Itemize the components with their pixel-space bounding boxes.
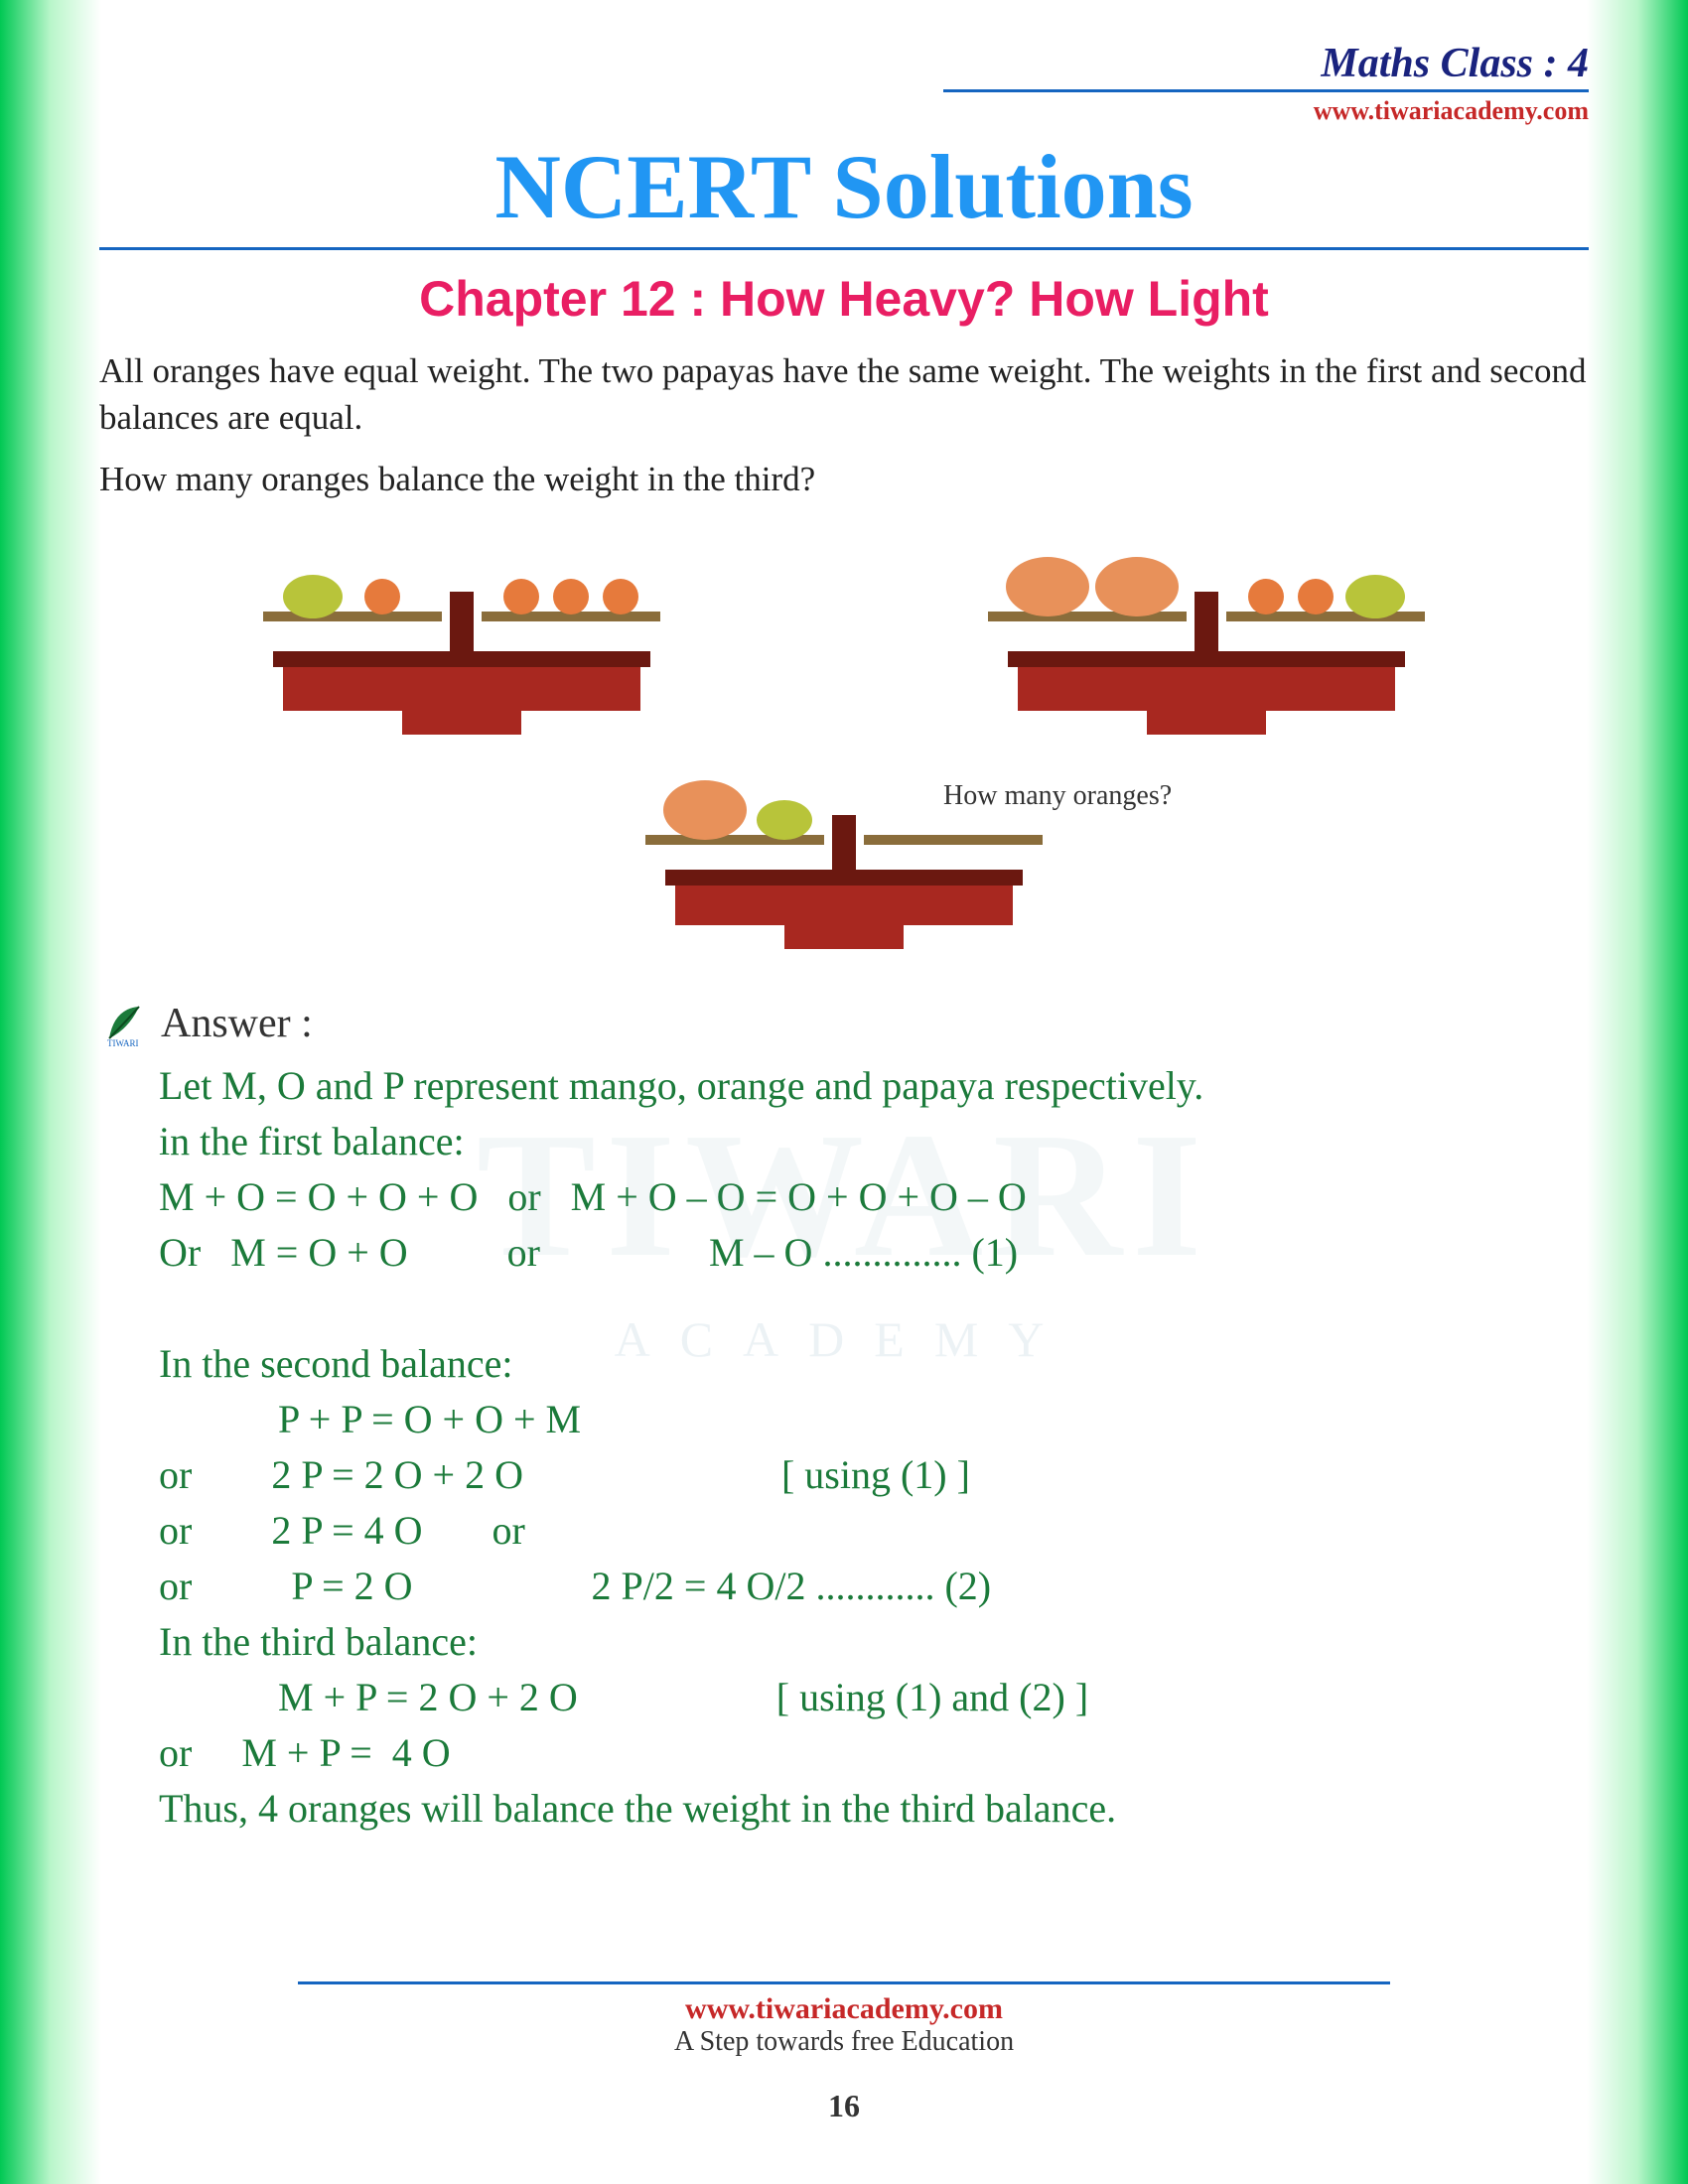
answer-body: Let M, O and P represent mango, orange a…: [159, 1058, 1589, 1837]
footer-url: www.tiwariacademy.com: [0, 1992, 1688, 2026]
question-para-2: How many oranges balance the weight in t…: [99, 456, 1589, 502]
answer-label: Answer :: [161, 1000, 313, 1047]
title-rule: [99, 247, 1589, 250]
leaf-icon: TIWARI: [99, 999, 149, 1048]
balance-1-icon: [204, 522, 720, 741]
answer-header: TIWARI Answer :: [99, 999, 1589, 1048]
class-label: Maths Class : 4: [99, 40, 1589, 87]
footer-tagline: A Step towards free Education: [0, 2026, 1688, 2058]
balance-3-label: How many oranges?: [943, 780, 1172, 812]
main-title: NCERT Solutions: [99, 134, 1589, 239]
footer-rule: [298, 1981, 1390, 1984]
header-url: www.tiwariacademy.com: [943, 89, 1589, 126]
balance-row-bottom: How many oranges?: [99, 760, 1589, 959]
footer: www.tiwariacademy.com A Step towards fre…: [0, 1981, 1688, 2124]
question-para-1: All oranges have equal weight. The two p…: [99, 347, 1589, 442]
balance-row-top: [99, 522, 1589, 741]
svg-text:TIWARI: TIWARI: [107, 1038, 139, 1048]
chapter-title: Chapter 12 : How Heavy? How Light: [99, 270, 1589, 328]
page-number: 16: [0, 2088, 1688, 2124]
balance-2-icon: [928, 522, 1484, 741]
